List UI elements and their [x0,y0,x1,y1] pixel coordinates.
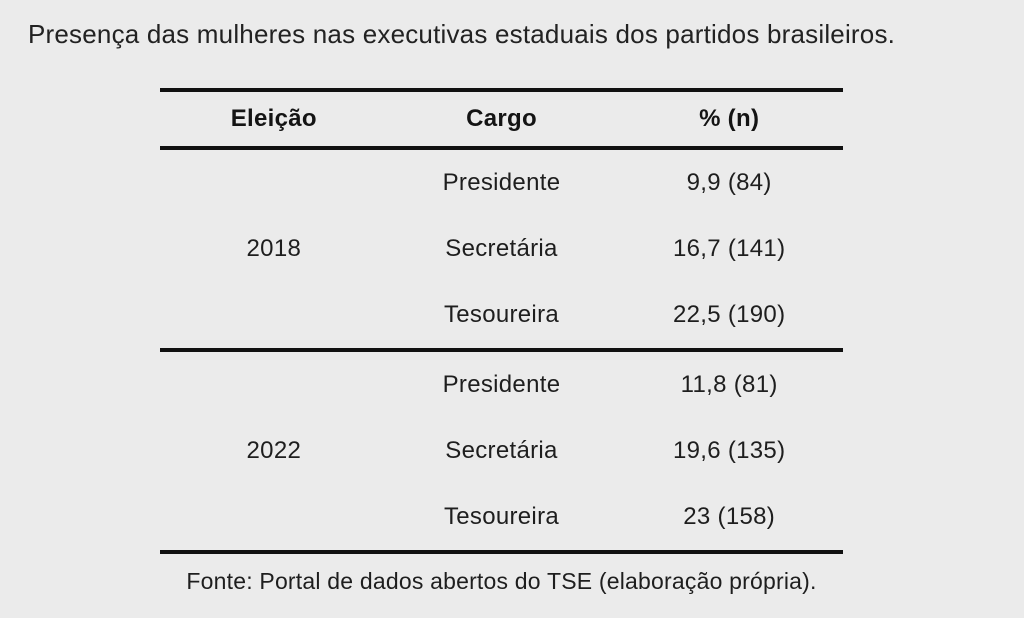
cargo-cell: Secretária [445,235,558,262]
table-section-2022: 2022 Presidente 11,8 (81) Secretária 19,… [160,348,843,550]
figure-title: Presença das mulheres nas executivas est… [28,19,896,49]
table-section-2018: 2018 Presidente 9,9 (84) Secretária 16,7… [160,150,843,348]
source-note: Fonte: Portal de dados abertos do TSE (e… [186,568,817,594]
value-cell: 16,7 (141) [672,235,786,262]
column-header-eleicao: Eleição [230,105,317,132]
data-table: Eleição Cargo % (n) 2018 Presidente 9,9 … [160,88,843,554]
column-header-pct-n: % (n) [699,105,760,132]
cargo-cell: Tesoureira [443,503,560,530]
column-header-cargo: Cargo [466,105,537,132]
cargo-cell: Presidente [442,371,561,398]
year-cell-2022: 2022 [246,437,302,464]
table-header-row: Eleição Cargo % (n) [160,92,843,150]
cargo-cell: Presidente [442,169,561,196]
value-cell: 22,5 (190) [672,301,786,328]
value-cell: 11,8 (81) [680,371,778,398]
cargo-cell: Secretária [445,437,558,464]
value-cell: 19,6 (135) [672,437,786,464]
cargo-cell: Tesoureira [443,301,560,328]
year-cell-2018: 2018 [246,235,302,262]
value-cell: 9,9 (84) [686,169,772,196]
value-cell: 23 (158) [683,503,776,530]
